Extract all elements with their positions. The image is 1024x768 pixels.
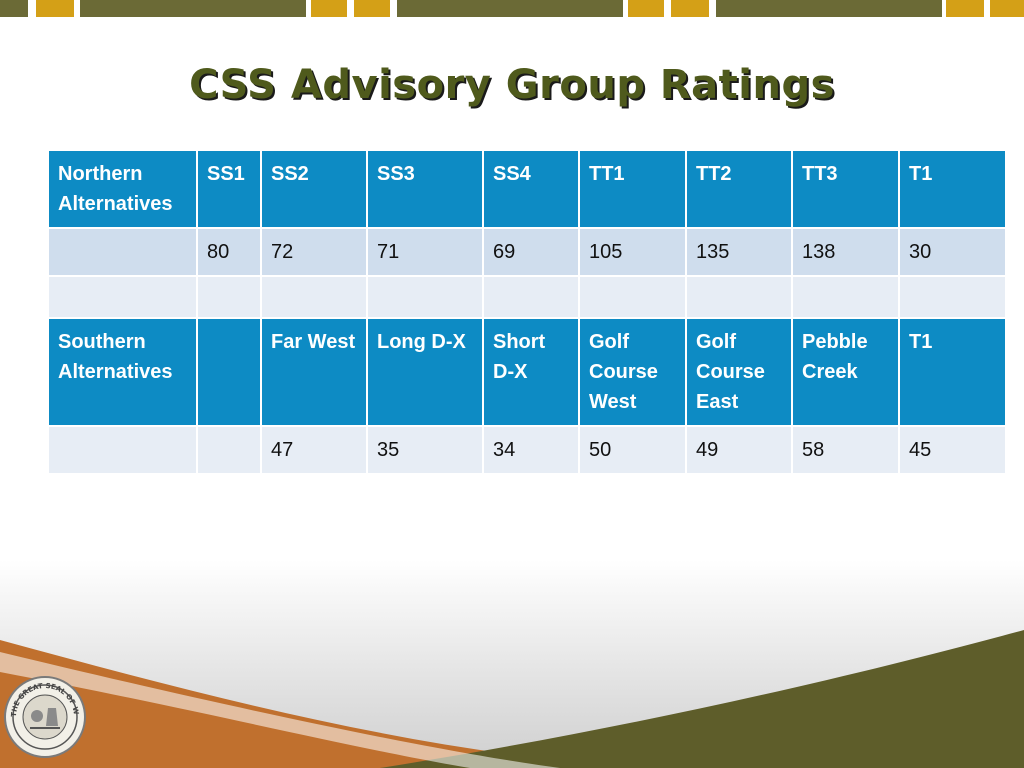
header-cell: Far West: [260, 317, 368, 427]
table-cell: 80: [196, 227, 262, 277]
table-cell: [47, 425, 198, 475]
slide-title: CSS Advisory Group Ratings: [189, 62, 835, 108]
header-cell: SS3: [366, 149, 484, 229]
table-cell: 35: [366, 425, 484, 475]
table-cell: [196, 275, 262, 319]
header-cell: TT3: [791, 149, 900, 229]
table-cell: 58: [791, 425, 900, 475]
bottom-decorative-swoosh: [0, 560, 1024, 768]
county-seal-logo: THE GREAT SEAL OF WAUKESHA COUNTY: [4, 676, 86, 758]
northern-values-row: 80 72 71 69 105 135 138 30: [47, 227, 1007, 277]
table-cell: [47, 227, 198, 277]
table-cell: [366, 275, 484, 319]
table-cell: 105: [578, 227, 687, 277]
row-label-southern-alternatives: Southern Alternatives: [47, 317, 198, 427]
header-cell: Pebble Creek: [791, 317, 900, 427]
table-cell: 71: [366, 227, 484, 277]
blank-row: [47, 275, 1007, 319]
table-cell: 47: [260, 425, 368, 475]
table-cell: 50: [578, 425, 687, 475]
row-label-northern-alternatives: Northern Alternatives: [47, 149, 198, 229]
table-cell: 30: [898, 227, 1007, 277]
top-decorative-bar: [0, 0, 1024, 17]
table-cell: [260, 275, 368, 319]
table-cell: 69: [482, 227, 580, 277]
header-cell: TT1: [578, 149, 687, 229]
table-cell: [898, 275, 1007, 319]
ratings-table: Northern Alternatives SS1 SS2 SS3 SS4 TT…: [47, 149, 1007, 475]
header-cell: TT2: [685, 149, 793, 229]
header-cell: SS2: [260, 149, 368, 229]
table-cell: 138: [791, 227, 900, 277]
header-cell: T1: [898, 317, 1007, 427]
header-cell: T1: [898, 149, 1007, 229]
header-cell: SS4: [482, 149, 580, 229]
table-cell: 49: [685, 425, 793, 475]
header-cell: SS1: [196, 149, 262, 229]
southern-values-row: 47 35 34 50 49 58 45: [47, 425, 1007, 475]
southern-header-row: Southern Alternatives Far West Long D-X …: [47, 317, 1007, 427]
table-cell: 45: [898, 425, 1007, 475]
table-cell: 34: [482, 425, 580, 475]
table-cell: 135: [685, 227, 793, 277]
table-cell: [791, 275, 900, 319]
table-cell: [47, 275, 198, 319]
table-cell: [196, 425, 262, 475]
header-cell: Golf Course East: [685, 317, 793, 427]
header-cell: Golf Course West: [578, 317, 687, 427]
table-cell: [578, 275, 687, 319]
header-cell: Long D-X: [366, 317, 484, 427]
northern-header-row: Northern Alternatives SS1 SS2 SS3 SS4 TT…: [47, 149, 1007, 229]
table-cell: [685, 275, 793, 319]
table-cell: [482, 275, 580, 319]
header-cell: Short D-X: [482, 317, 580, 427]
header-cell: [196, 317, 262, 427]
table-cell: 72: [260, 227, 368, 277]
